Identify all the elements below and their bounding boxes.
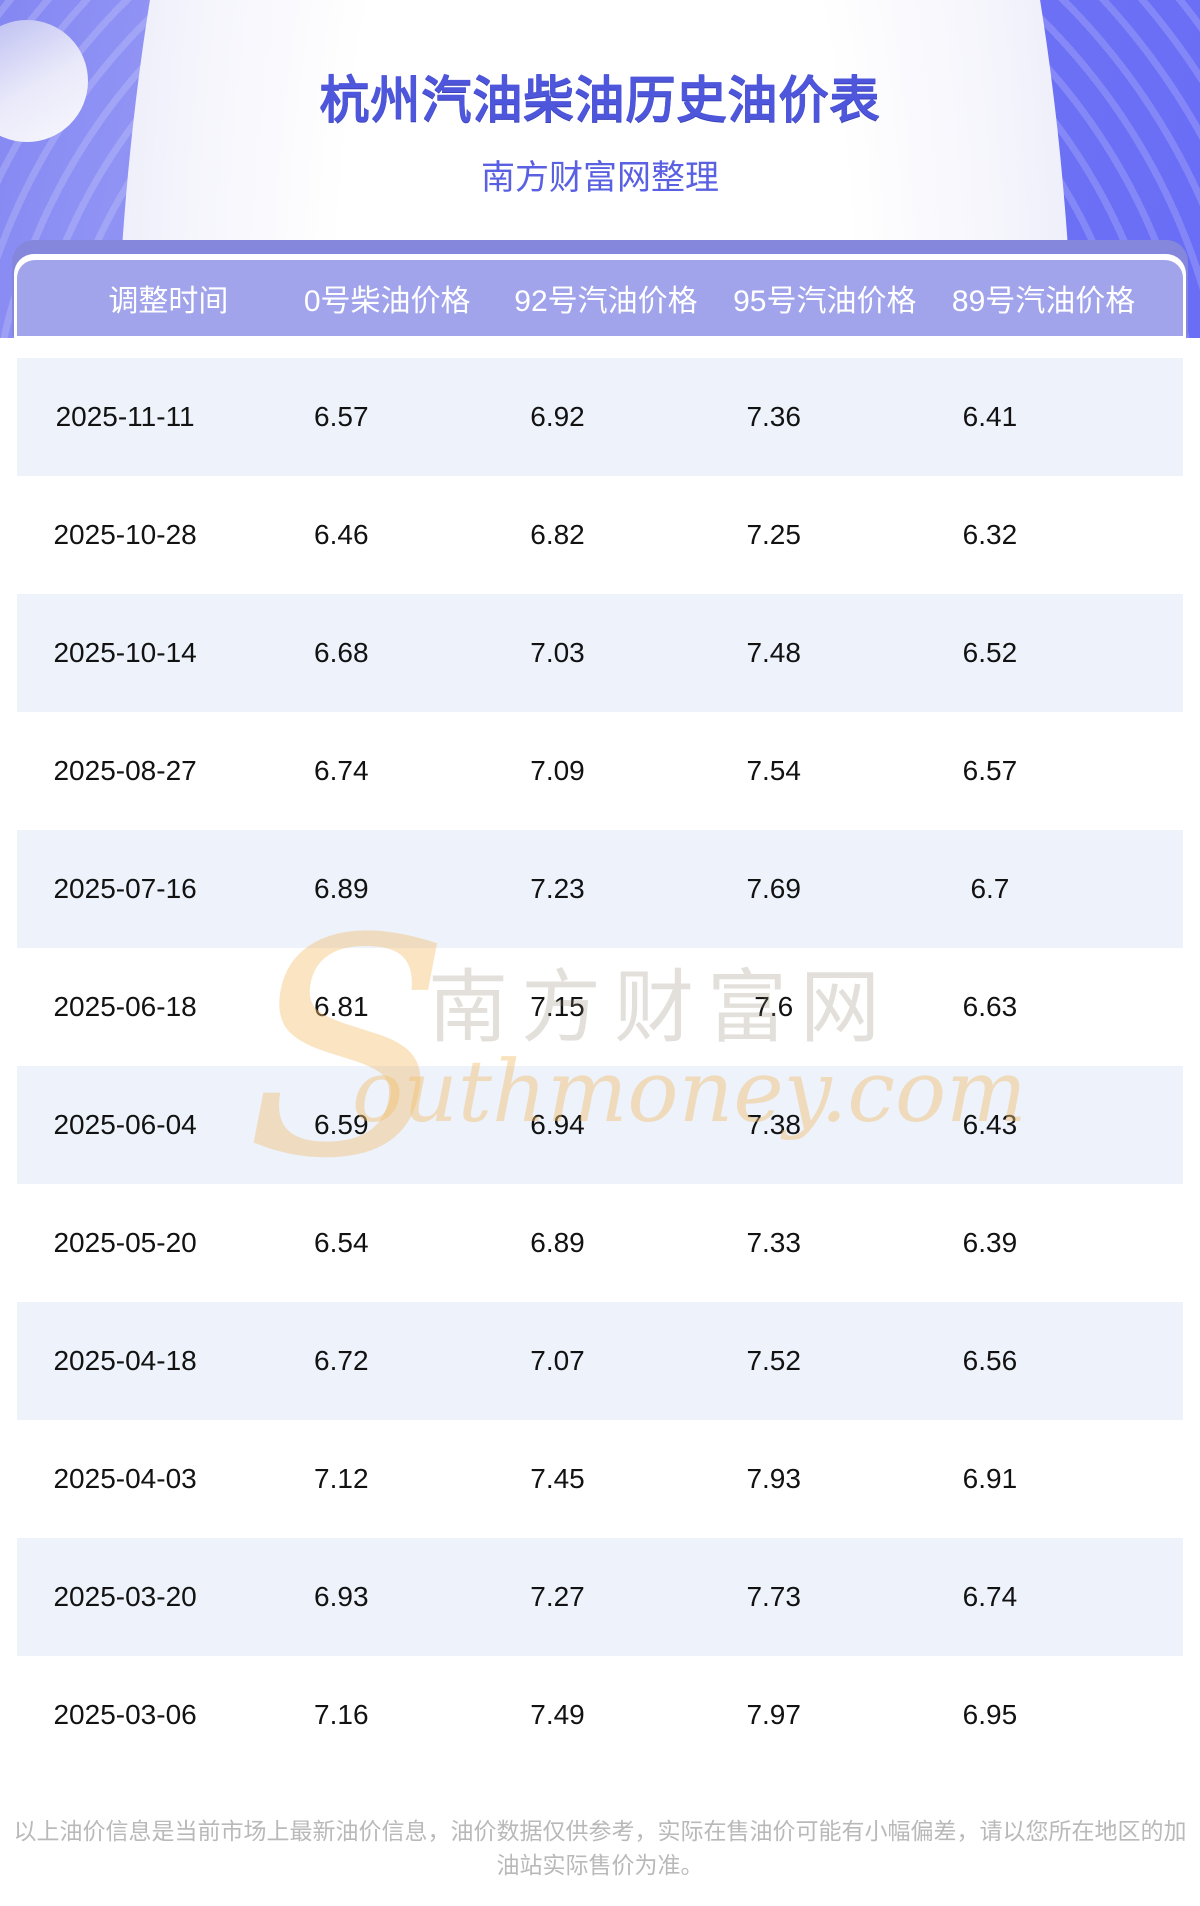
price-cell: 7.33 bbox=[746, 1227, 801, 1258]
table-row: 2025-07-16 6.89 7.23 7.69 6.7 bbox=[17, 830, 1183, 948]
header-cell: 95号汽油价格 bbox=[733, 285, 917, 318]
price-cell: 7.69 bbox=[746, 873, 801, 904]
price-cell: 7.97 bbox=[746, 1699, 801, 1730]
price-cell: 6.39 bbox=[962, 1227, 1018, 1258]
table-row: 2025-03-20 6.93 7.27 7.73 6.74 bbox=[17, 1538, 1183, 1656]
price-cell: 6.43 bbox=[962, 1109, 1018, 1140]
price-cell: 6.52 bbox=[962, 637, 1018, 668]
table-row: 2025-11-11 6.57 6.92 7.36 6.41 bbox=[17, 358, 1183, 476]
table-row: 2025-10-14 6.68 7.03 7.48 6.52 bbox=[17, 594, 1183, 712]
price-cell: 7.16 bbox=[314, 1699, 369, 1730]
date-cell: 2025-04-18 bbox=[53, 1345, 197, 1376]
price-cell: 6.74 bbox=[314, 755, 369, 786]
date-cell: 2025-04-03 bbox=[53, 1463, 197, 1494]
price-cell: 6.41 bbox=[962, 401, 1018, 432]
date-cell: 2025-03-20 bbox=[53, 1581, 197, 1612]
price-cell: 6.89 bbox=[530, 1227, 585, 1258]
price-cell: 6.74 bbox=[962, 1581, 1018, 1612]
date-cell: 2025-08-27 bbox=[53, 755, 197, 786]
price-cell: 7.49 bbox=[530, 1699, 585, 1730]
header-cell: 调整时间 bbox=[108, 285, 229, 318]
price-cell: 6.57 bbox=[962, 755, 1018, 786]
table-row: 2025-10-28 6.46 6.82 7.25 6.32 bbox=[17, 476, 1183, 594]
price-cell: 7.93 bbox=[746, 1463, 801, 1494]
header-cell: 89号汽油价格 bbox=[951, 285, 1136, 318]
price-cell: 6.7 bbox=[970, 873, 1010, 904]
price-cell: 7.45 bbox=[530, 1463, 585, 1494]
price-cell: 7.52 bbox=[746, 1345, 801, 1376]
price-cell: 6.92 bbox=[530, 401, 585, 432]
date-cell: 2025-06-18 bbox=[53, 991, 197, 1022]
table-row: 2025-04-03 7.12 7.45 7.93 6.91 bbox=[17, 1420, 1183, 1538]
price-cell: 6.63 bbox=[962, 991, 1018, 1022]
price-cell: 7.03 bbox=[530, 637, 585, 668]
table-row: 2025-08-27 6.74 7.09 7.54 6.57 bbox=[17, 712, 1183, 830]
price-cell: 7.25 bbox=[746, 519, 801, 550]
price-cell: 7.09 bbox=[530, 755, 585, 786]
price-cell: 7.54 bbox=[746, 755, 801, 786]
date-cell: 2025-11-11 bbox=[55, 401, 195, 432]
price-cell: 7.12 bbox=[314, 1463, 369, 1494]
table-body: 2025-11-11 6.57 6.92 7.36 6.41 2025-10-28 6.46… bbox=[17, 358, 1183, 1774]
price-cell: 7.07 bbox=[530, 1345, 585, 1376]
price-cell: 7.15 bbox=[530, 991, 585, 1022]
table-row: 2025-04-18 6.72 7.07 7.52 6.56 bbox=[17, 1302, 1183, 1420]
price-cell: 6.72 bbox=[314, 1345, 369, 1376]
price-cell: 6.46 bbox=[314, 519, 369, 550]
price-cell: 6.59 bbox=[314, 1109, 369, 1140]
page-subtitle: 南方财富网整理 bbox=[481, 159, 719, 197]
price-cell: 7.6 bbox=[754, 991, 794, 1022]
price-cell: 6.82 bbox=[530, 519, 585, 550]
price-cell: 7.27 bbox=[530, 1581, 585, 1612]
date-cell: 2025-10-28 bbox=[53, 519, 197, 550]
table-row: 2025-06-04 6.59 6.94 7.38 6.43 bbox=[17, 1066, 1183, 1184]
footer-disclaimer: 以上油价信息是当前市场上最新油价信息，油价数据仅供参考，实际在售油价可能有小幅偏… bbox=[13, 1818, 1187, 1878]
date-cell: 2025-05-20 bbox=[53, 1227, 197, 1258]
price-cell: 6.93 bbox=[314, 1581, 369, 1612]
table-row: 2025-03-06 7.16 7.49 7.97 6.95 bbox=[17, 1656, 1183, 1774]
table-header-row: 调整时间 0号柴油价格 92号汽油价格 95号汽油价格 89号汽油价格 bbox=[17, 260, 1183, 336]
price-cell: 7.23 bbox=[530, 873, 585, 904]
hero-banner: 杭州汽油柴油历史油价表 南方财富网整理 bbox=[0, 0, 1200, 338]
price-cell: 7.48 bbox=[746, 637, 801, 668]
date-cell: 2025-06-04 bbox=[53, 1109, 197, 1140]
price-cell: 7.38 bbox=[746, 1109, 801, 1140]
price-cell: 6.56 bbox=[962, 1345, 1018, 1376]
price-cell: 6.91 bbox=[962, 1463, 1018, 1494]
price-cell: 7.36 bbox=[746, 401, 801, 432]
price-cell: 6.68 bbox=[314, 637, 369, 668]
date-cell: 2025-03-06 bbox=[53, 1699, 197, 1730]
price-cell: 6.89 bbox=[314, 873, 369, 904]
price-cell: 6.32 bbox=[962, 519, 1018, 550]
header-cell: 92号汽油价格 bbox=[514, 285, 698, 318]
header-cell: 0号柴油价格 bbox=[303, 285, 471, 318]
table-row: 2025-06-18 6.81 7.15 7.6 6.63 bbox=[17, 948, 1183, 1066]
page-title: 杭州汽油柴油历史油价表 bbox=[319, 72, 881, 128]
price-cell: 7.73 bbox=[746, 1581, 801, 1612]
price-cell: 6.81 bbox=[314, 991, 369, 1022]
date-cell: 2025-07-16 bbox=[53, 873, 197, 904]
date-cell: 2025-10-14 bbox=[53, 637, 197, 668]
table-row: 2025-05-20 6.54 6.89 7.33 6.39 bbox=[17, 1184, 1183, 1302]
price-cell: 6.54 bbox=[314, 1227, 369, 1258]
price-cell: 6.95 bbox=[962, 1699, 1018, 1730]
price-cell: 6.94 bbox=[530, 1109, 585, 1140]
price-cell: 6.57 bbox=[314, 401, 369, 432]
